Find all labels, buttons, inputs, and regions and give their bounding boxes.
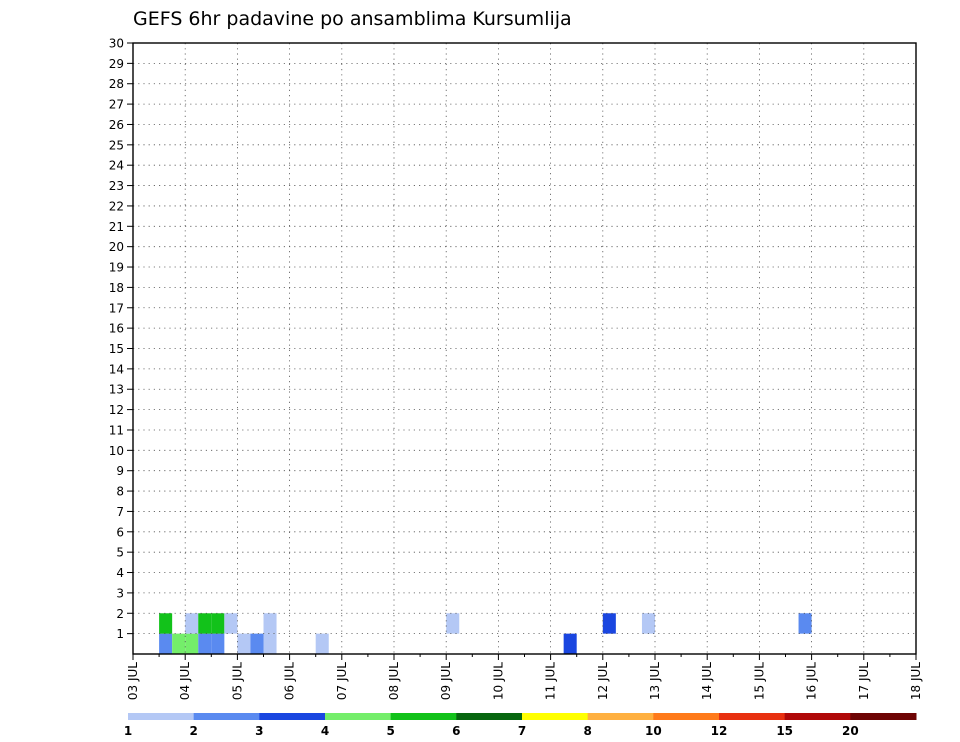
y-tick-label: 14: [109, 362, 124, 376]
heatmap-cell: [224, 613, 238, 634]
colorbar-swatch: [653, 713, 720, 720]
heatmap-cell: [185, 633, 199, 654]
y-tick-label: 11: [109, 423, 124, 437]
heatmap-cell: [159, 613, 173, 634]
y-tick-label: 12: [109, 403, 124, 417]
y-tick-label: 10: [109, 444, 124, 458]
y-tick-label: 24: [109, 159, 124, 173]
colorbar-label: 5: [386, 724, 394, 738]
y-tick-label: 5: [116, 546, 124, 560]
colorbar-label: 20: [842, 724, 859, 738]
colorbar-swatch: [522, 713, 589, 720]
x-tick-label: 06 JUL: [283, 662, 297, 700]
chart-title: GEFS 6hr padavine po ansamblima Kursumli…: [133, 8, 572, 30]
colorbar-label: 10: [645, 724, 662, 738]
colorbar-swatch: [456, 713, 523, 720]
y-tick-label: 30: [109, 37, 124, 51]
y-tick-label: 6: [116, 525, 124, 539]
y-tick-label: 13: [109, 383, 124, 397]
heatmap-cell: [263, 613, 277, 634]
colorbar-label: 6: [452, 724, 460, 738]
colorbar-swatch: [128, 713, 195, 720]
y-tick-label: 22: [109, 199, 124, 213]
x-tick-label: 11 JUL: [544, 662, 558, 700]
colorbar-swatch: [719, 713, 786, 720]
colorbar-swatch: [193, 713, 260, 720]
colorbar-swatch: [390, 713, 457, 720]
y-tick-label: 17: [109, 301, 124, 315]
plot-frame: [132, 42, 917, 655]
y-tick-label: 19: [109, 261, 124, 275]
colorbar-swatch: [587, 713, 654, 720]
colorbar-label: 2: [189, 724, 197, 738]
heatmap-cells: [159, 613, 812, 654]
y-tick-label: 29: [109, 57, 124, 71]
colorbar-label: 1: [124, 724, 132, 738]
y-axis: 1234567891011121314151617181920212223242…: [109, 37, 133, 641]
grid-lines: [133, 43, 916, 654]
y-tick-label: 21: [109, 220, 124, 234]
x-tick-label: 14 JUL: [700, 662, 714, 700]
y-tick-label: 2: [116, 607, 124, 621]
colorbar-label: 7: [518, 724, 526, 738]
y-tick-label: 26: [109, 118, 124, 132]
y-tick-label: 3: [116, 586, 124, 600]
y-tick-label: 25: [109, 138, 124, 152]
y-tick-label: 1: [116, 627, 124, 641]
y-tick-label: 15: [109, 342, 124, 356]
colorbar-label: 4: [321, 724, 329, 738]
colorbar-label: 15: [776, 724, 793, 738]
heatmap-cell: [602, 613, 616, 634]
colorbar-label: 8: [583, 724, 591, 738]
colorbar-swatch: [259, 713, 326, 720]
heatmap-cell: [263, 633, 277, 654]
x-tick-label: 18 JUL: [909, 662, 923, 700]
colorbar-label: 3: [255, 724, 263, 738]
heatmap-cell: [185, 613, 199, 634]
x-tick-label: 07 JUL: [335, 662, 349, 700]
colorbar-swatch: [325, 713, 392, 720]
y-tick-label: 27: [109, 98, 124, 112]
y-tick-label: 4: [116, 566, 124, 580]
colorbar-label: 12: [711, 724, 728, 738]
x-axis: 03 JUL 04 JUL 05 JUL 06 JUL 07 JUL 08 JUL 09 J…: [126, 654, 923, 700]
y-tick-label: 9: [116, 464, 124, 478]
heatmap-cell: [563, 633, 577, 654]
heatmap-cell: [159, 633, 173, 654]
heatmap-cell: [211, 613, 225, 634]
heatmap-cell: [250, 633, 264, 654]
heatmap-cell: [315, 633, 329, 654]
colorbar-swatch: [850, 713, 917, 720]
heatmap-cell: [198, 633, 212, 654]
heatmap-cell: [641, 613, 655, 634]
y-tick-label: 20: [109, 240, 124, 254]
heatmap-cell: [237, 633, 251, 654]
x-tick-label: 13 JUL: [648, 662, 662, 700]
x-tick-label: 09 JUL: [439, 662, 453, 700]
y-tick-label: 7: [116, 505, 124, 519]
colorbar-swatch: [784, 713, 851, 720]
heatmap-cell: [798, 613, 812, 634]
x-tick-label: 03 JUL: [126, 662, 140, 700]
x-tick-label: 17 JUL: [857, 662, 871, 700]
y-tick-label: 18: [109, 281, 124, 295]
x-tick-label: 15 JUL: [752, 662, 766, 700]
x-tick-label: 05 JUL: [230, 662, 244, 700]
y-tick-label: 16: [109, 322, 124, 336]
colorbar-legend: 1 2 3 4 5 6 7 8 10 12 15 20: [124, 713, 917, 738]
heatmap-cell: [446, 613, 460, 634]
x-tick-label: 12 JUL: [596, 662, 610, 700]
y-tick-label: 28: [109, 77, 124, 91]
x-tick-label: 04 JUL: [178, 662, 192, 700]
x-tick-label: 08 JUL: [387, 662, 401, 700]
y-tick-label: 23: [109, 179, 124, 193]
heatmap-cell: [172, 633, 186, 654]
x-tick-label: 16 JUL: [805, 662, 819, 700]
x-tick-label: 10 JUL: [491, 662, 505, 700]
heatmap-cell: [211, 633, 225, 654]
heatmap-cell: [198, 613, 212, 634]
y-tick-label: 8: [116, 485, 124, 499]
